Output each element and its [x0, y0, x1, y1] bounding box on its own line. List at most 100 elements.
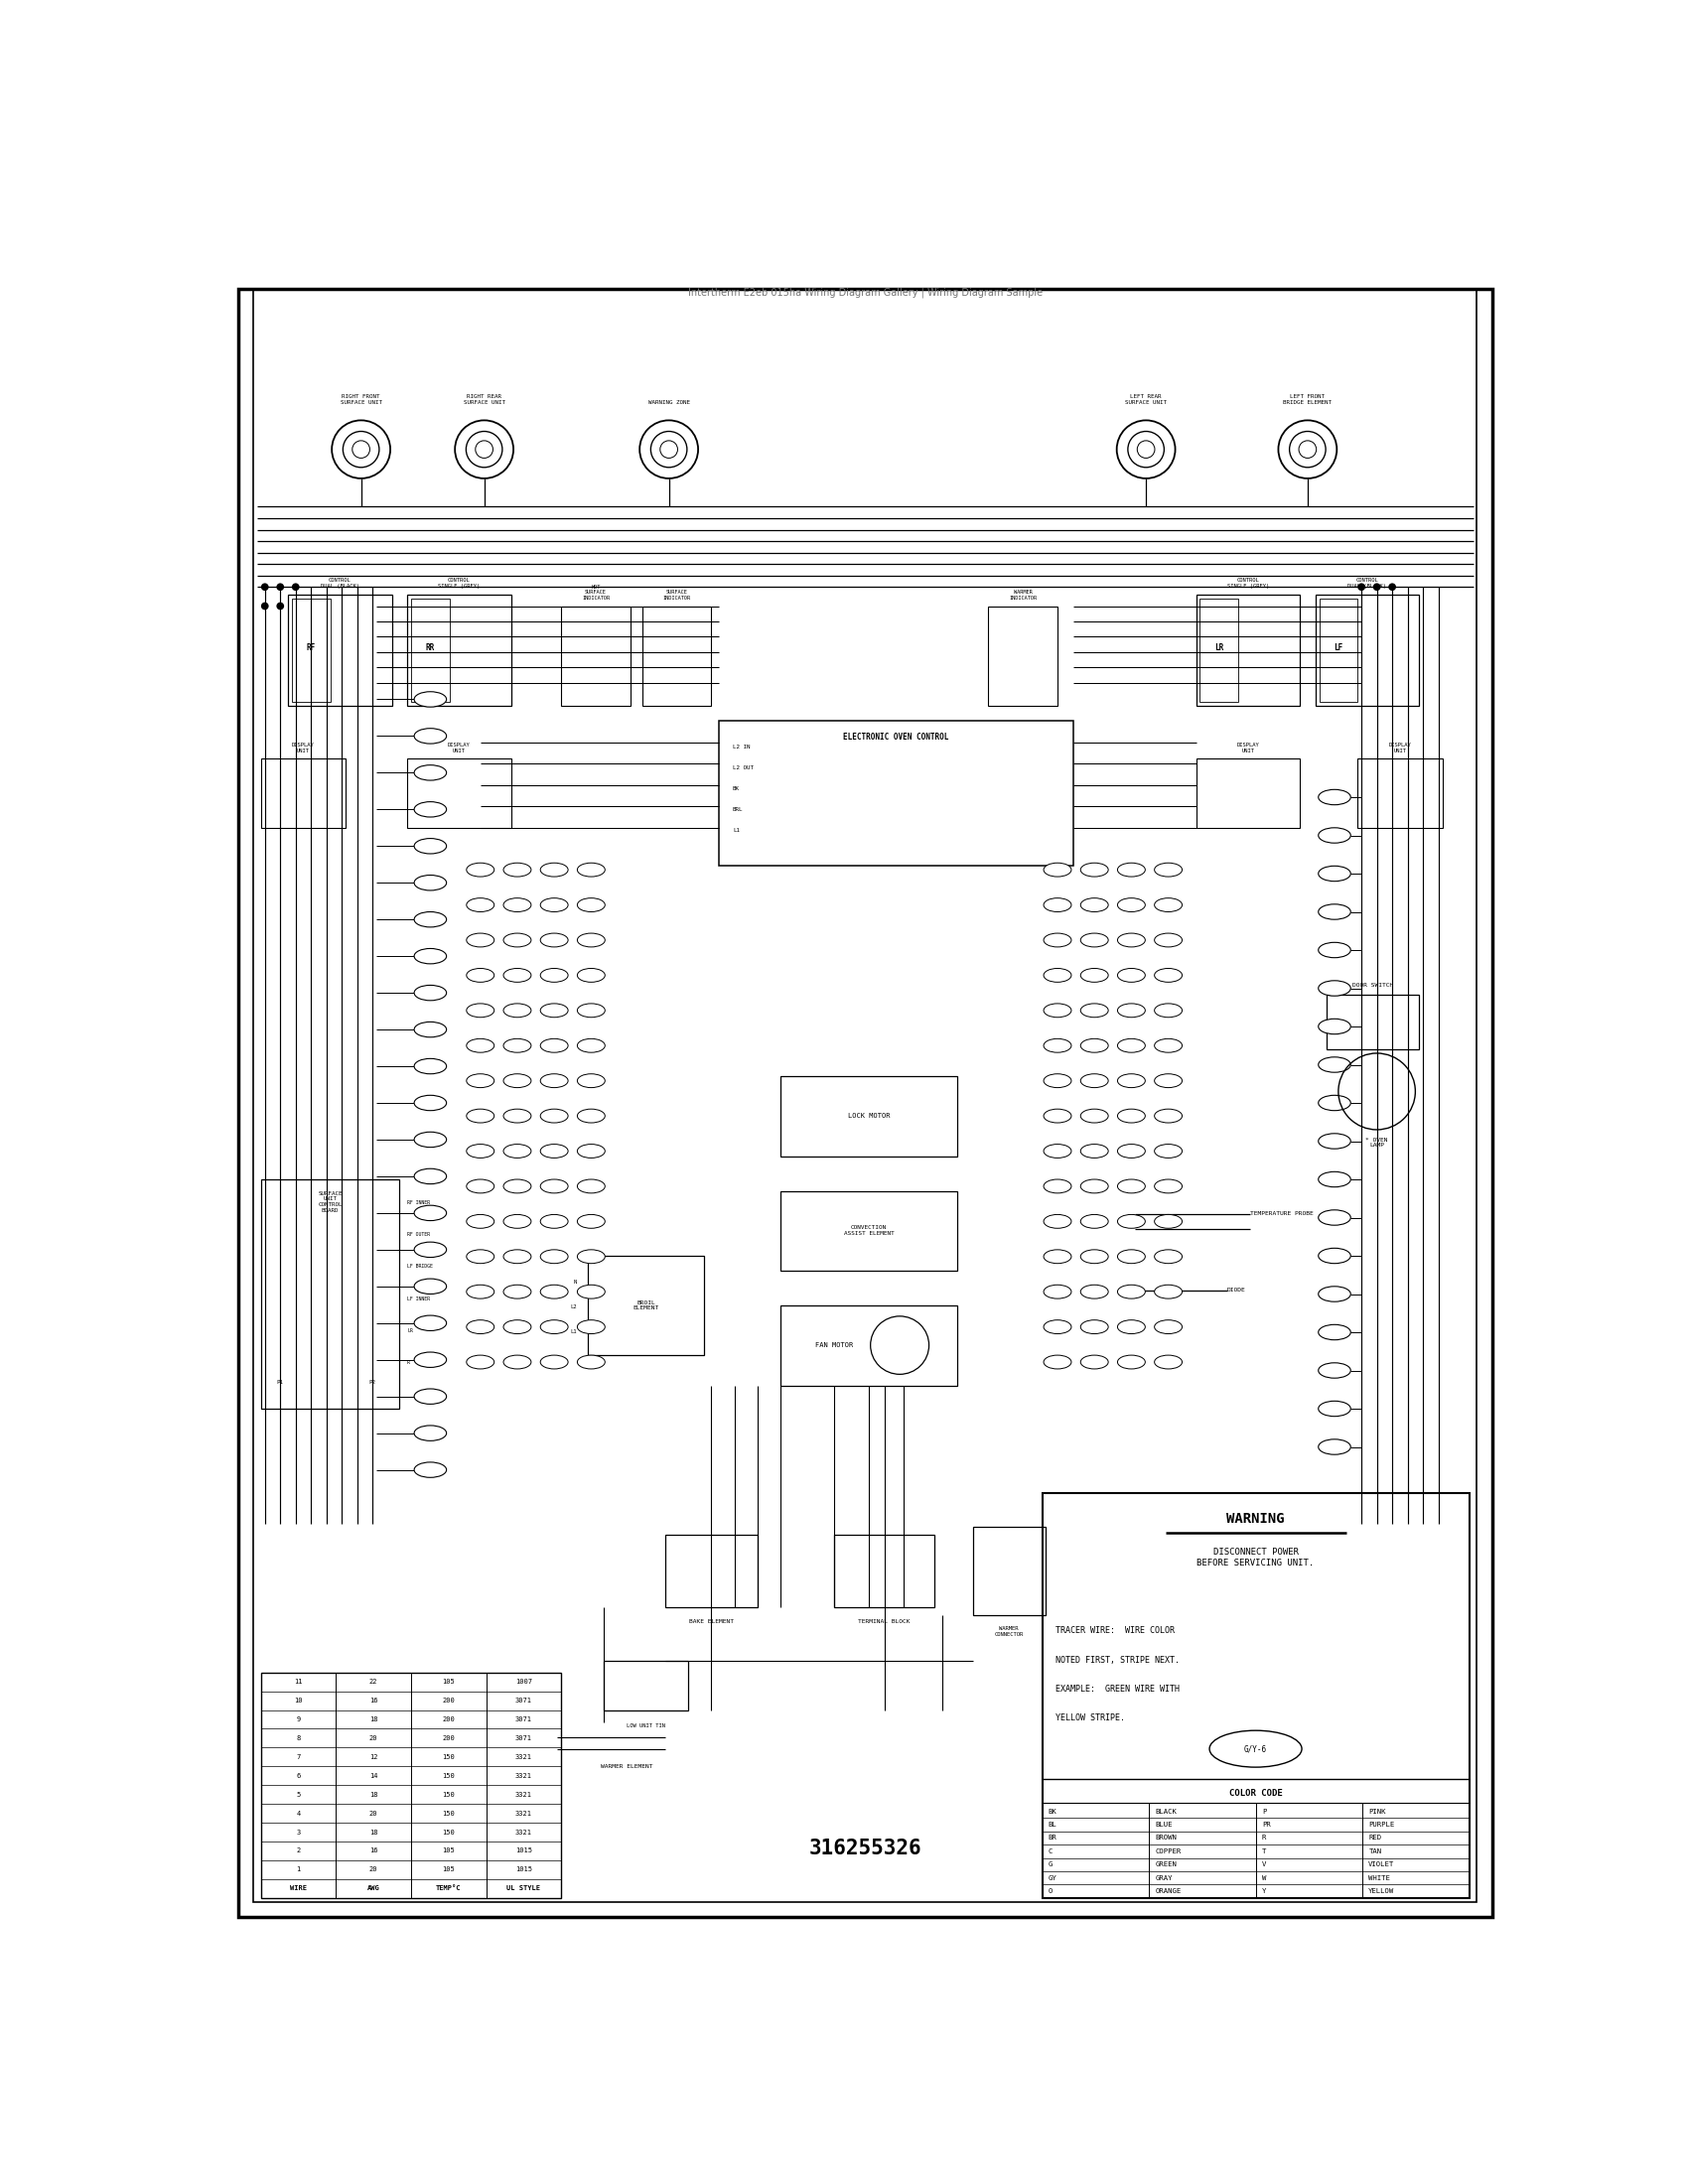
Ellipse shape: [466, 1144, 495, 1158]
Text: 8: 8: [297, 1736, 300, 1741]
Ellipse shape: [503, 1144, 532, 1158]
Ellipse shape: [1155, 1319, 1182, 1334]
Ellipse shape: [577, 1354, 604, 1369]
Text: 9: 9: [297, 1717, 300, 1723]
Bar: [1357, 760, 1442, 828]
Text: BROIL
ELEMENT: BROIL ELEMENT: [633, 1299, 658, 1310]
Ellipse shape: [1043, 1249, 1072, 1262]
Ellipse shape: [1117, 1109, 1144, 1123]
Text: RIGHT REAR
SURFACE UNIT: RIGHT REAR SURFACE UNIT: [463, 395, 505, 404]
Text: 20: 20: [370, 1811, 378, 1817]
Ellipse shape: [503, 1179, 532, 1192]
Ellipse shape: [414, 948, 446, 963]
Bar: [407, 760, 511, 828]
Ellipse shape: [577, 1179, 604, 1192]
Ellipse shape: [1155, 1354, 1182, 1369]
Text: 150: 150: [442, 1830, 456, 1835]
Bar: [412, 598, 449, 701]
Text: DISPLAY
UNIT: DISPLAY UNIT: [1237, 743, 1259, 753]
Ellipse shape: [577, 933, 604, 948]
Ellipse shape: [1080, 1144, 1109, 1158]
Text: 150: 150: [442, 1811, 456, 1817]
Text: RF INNER: RF INNER: [407, 1199, 430, 1206]
Text: GY: GY: [1048, 1874, 1057, 1880]
Text: G/Y-6: G/Y-6: [1244, 1745, 1268, 1754]
Ellipse shape: [466, 1075, 495, 1088]
Ellipse shape: [503, 1319, 532, 1334]
Bar: [1197, 760, 1300, 828]
Ellipse shape: [1318, 1402, 1350, 1417]
Text: 16: 16: [370, 1848, 378, 1854]
Text: RED: RED: [1369, 1835, 1381, 1841]
Text: COLOR CODE: COLOR CODE: [1229, 1789, 1283, 1797]
Text: 2: 2: [297, 1848, 300, 1854]
Ellipse shape: [466, 1354, 495, 1369]
Text: TEMPERATURE PROBE: TEMPERATURE PROBE: [1249, 1212, 1313, 1216]
Ellipse shape: [414, 1243, 446, 1258]
Text: Y: Y: [1263, 1889, 1266, 1894]
Ellipse shape: [540, 1144, 569, 1158]
Text: 4: 4: [297, 1811, 300, 1817]
Ellipse shape: [540, 1214, 569, 1227]
Text: C: C: [1048, 1848, 1053, 1854]
Text: GRAY: GRAY: [1155, 1874, 1173, 1880]
Text: 14: 14: [370, 1773, 378, 1778]
Text: TEMP°C: TEMP°C: [436, 1885, 461, 1891]
Text: 3321: 3321: [515, 1773, 532, 1778]
Circle shape: [1372, 583, 1381, 592]
Text: W: W: [1263, 1874, 1266, 1880]
Ellipse shape: [466, 1002, 495, 1018]
Text: R: R: [1263, 1835, 1266, 1841]
Text: VIOLET: VIOLET: [1369, 1861, 1394, 1867]
Ellipse shape: [466, 1214, 495, 1227]
Text: DISCONNECT POWER
BEFORE SERVICING UNIT.: DISCONNECT POWER BEFORE SERVICING UNIT.: [1197, 1548, 1315, 1568]
Circle shape: [1357, 583, 1366, 592]
Ellipse shape: [577, 968, 604, 983]
Ellipse shape: [1318, 1171, 1350, 1188]
Text: DISPLAY
UNIT: DISPLAY UNIT: [447, 743, 471, 753]
Ellipse shape: [1043, 863, 1072, 876]
Text: WARMER
INDICATOR: WARMER INDICATOR: [1009, 590, 1036, 601]
Ellipse shape: [577, 1144, 604, 1158]
Ellipse shape: [1318, 1286, 1350, 1302]
Ellipse shape: [1318, 981, 1350, 996]
Ellipse shape: [1318, 1018, 1350, 1035]
Ellipse shape: [466, 898, 495, 913]
Ellipse shape: [503, 1249, 532, 1262]
Ellipse shape: [466, 1284, 495, 1299]
Ellipse shape: [1155, 1144, 1182, 1158]
Ellipse shape: [414, 1315, 446, 1330]
Text: CONTROL
SINGLE (GREY): CONTROL SINGLE (GREY): [1227, 579, 1269, 587]
Text: BK: BK: [1048, 1808, 1057, 1815]
Text: DISPLAY
UNIT: DISPLAY UNIT: [1389, 743, 1411, 753]
Text: 105: 105: [442, 1848, 456, 1854]
Ellipse shape: [1318, 1057, 1350, 1072]
Ellipse shape: [414, 1206, 446, 1221]
Text: V: V: [1263, 1861, 1266, 1867]
Text: WARNING: WARNING: [1227, 1511, 1285, 1527]
Ellipse shape: [540, 1319, 569, 1334]
Ellipse shape: [577, 1040, 604, 1053]
Ellipse shape: [540, 1179, 569, 1192]
Text: PINK: PINK: [1369, 1808, 1386, 1815]
Text: LR: LR: [407, 1328, 414, 1332]
Bar: [780, 1190, 957, 1271]
Text: HOT
SURFACE
INDICATOR: HOT SURFACE INDICATOR: [582, 585, 609, 601]
Text: Intertherm E2eb 015ha Wiring Diagram Gallery | Wiring Diagram Sample: Intertherm E2eb 015ha Wiring Diagram Gal…: [687, 288, 1043, 297]
Text: ELECTRONIC OVEN CONTROL: ELECTRONIC OVEN CONTROL: [842, 732, 949, 740]
Ellipse shape: [1117, 1075, 1144, 1088]
Text: WIRE: WIRE: [290, 1885, 307, 1891]
Ellipse shape: [466, 933, 495, 948]
Text: 150: 150: [442, 1791, 456, 1797]
Bar: [987, 605, 1057, 705]
Ellipse shape: [414, 839, 446, 854]
Ellipse shape: [1318, 1439, 1350, 1455]
Ellipse shape: [1155, 898, 1182, 913]
Text: DOOR SWITCH: DOOR SWITCH: [1352, 983, 1394, 987]
Ellipse shape: [1155, 1002, 1182, 1018]
Text: RF: RF: [307, 644, 316, 653]
Text: 200: 200: [442, 1717, 456, 1723]
Bar: [780, 1077, 957, 1158]
Text: CONTROL
DUAL (BLACK): CONTROL DUAL (BLACK): [321, 579, 360, 587]
Text: BRL: BRL: [733, 806, 743, 812]
